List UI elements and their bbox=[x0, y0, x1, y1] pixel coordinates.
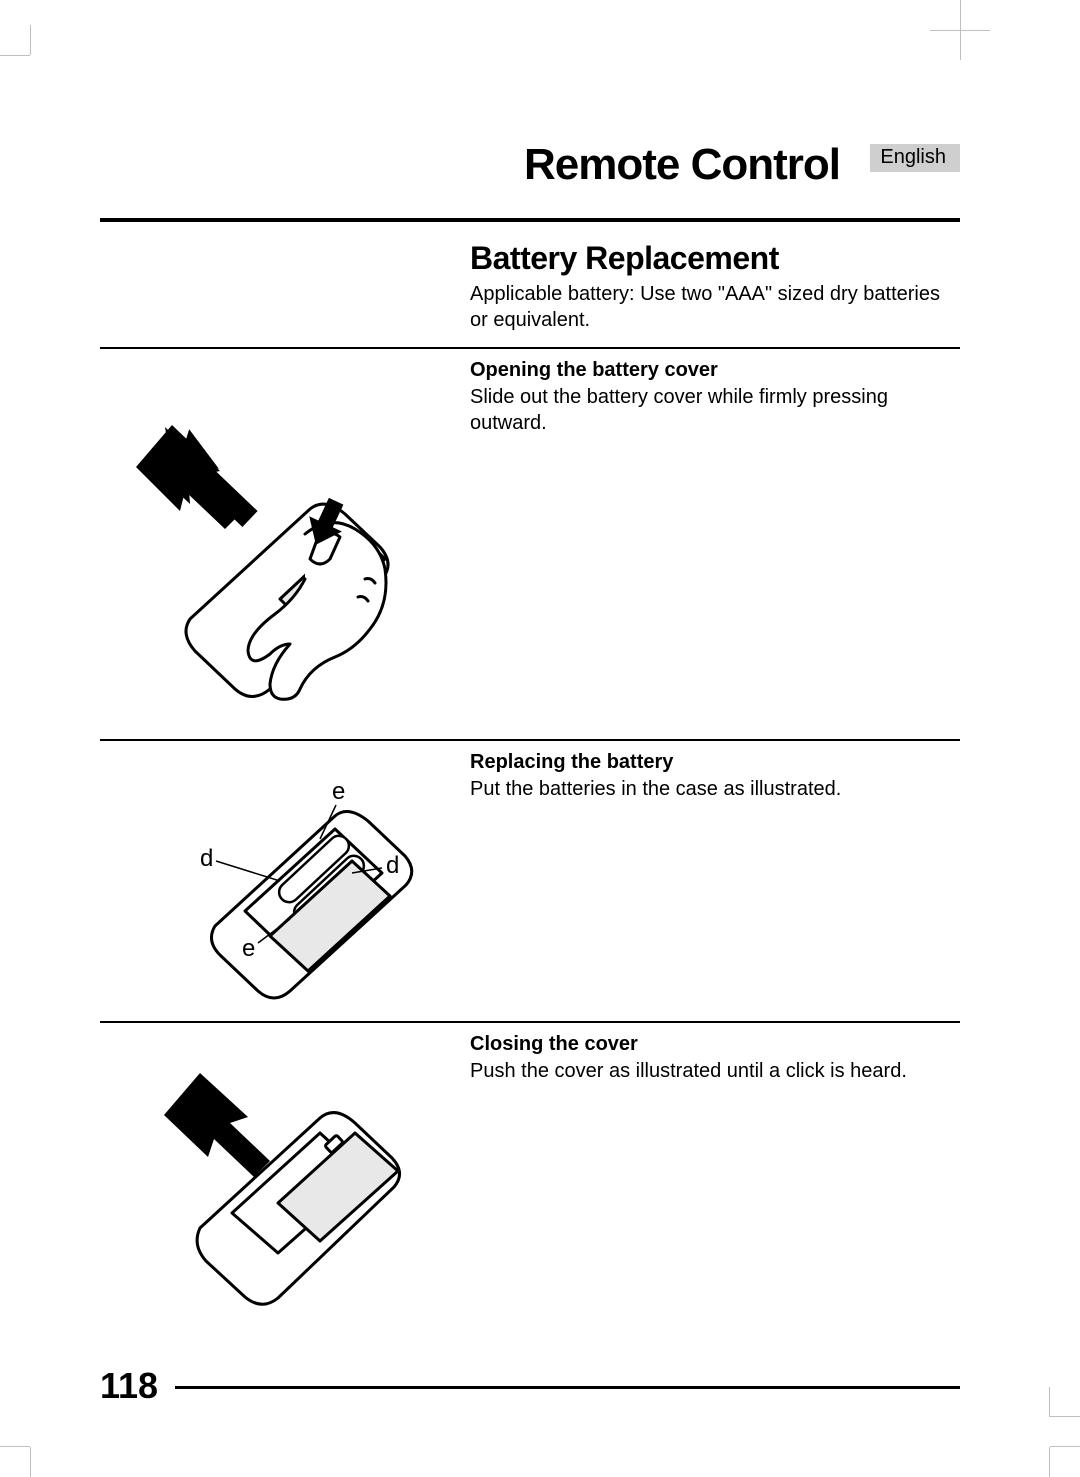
page-number: 118 bbox=[100, 1365, 158, 1407]
callout-label: e bbox=[332, 778, 345, 805]
step-body: Push the cover as illustrated until a cl… bbox=[470, 1058, 960, 1084]
divider bbox=[100, 347, 960, 349]
step-heading: Opening the battery cover bbox=[470, 359, 960, 382]
step-heading: Replacing the battery bbox=[470, 751, 960, 774]
page-content: English Remote Control Battery Replaceme… bbox=[100, 140, 960, 1313]
step-replacing-battery: e d d e Replacing the battery Put the ba… bbox=[100, 751, 960, 1021]
illustration-opening-cover bbox=[100, 419, 460, 709]
section-intro-text: Applicable battery: Use two "AAA" sized … bbox=[470, 281, 960, 333]
illustration-closing-cover bbox=[100, 1053, 460, 1313]
step-text: Closing the cover Push the cover as illu… bbox=[470, 1033, 960, 1084]
crop-mark bbox=[0, 1407, 40, 1447]
step-text: Replacing the battery Put the batteries … bbox=[470, 751, 960, 802]
illustration-replacing-battery: e d d e bbox=[100, 761, 460, 1011]
step-closing-cover: Closing the cover Push the cover as illu… bbox=[100, 1033, 960, 1313]
step-opening-cover: Opening the battery cover Slide out the … bbox=[100, 359, 960, 739]
divider bbox=[100, 739, 960, 741]
language-badge: English bbox=[870, 144, 960, 172]
callout-label: e bbox=[242, 935, 255, 962]
divider bbox=[100, 1021, 960, 1023]
callout-label: d bbox=[386, 852, 399, 879]
crop-mark bbox=[960, 30, 1000, 70]
section-intro: Battery Replacement Applicable battery: … bbox=[470, 240, 960, 333]
divider bbox=[100, 218, 960, 222]
step-body: Slide out the battery cover while firmly… bbox=[470, 384, 960, 436]
crop-mark bbox=[930, 30, 970, 70]
page-title: Remote Control bbox=[100, 140, 960, 190]
step-body: Put the batteries in the case as illustr… bbox=[470, 776, 960, 802]
callout-label: d bbox=[200, 845, 213, 872]
page-header: English Remote Control bbox=[100, 140, 960, 190]
footer-rule bbox=[175, 1386, 960, 1389]
crop-mark bbox=[1040, 1377, 1080, 1417]
crop-mark bbox=[1010, 1407, 1050, 1447]
step-text: Opening the battery cover Slide out the … bbox=[470, 359, 960, 436]
section-subtitle: Battery Replacement bbox=[470, 240, 960, 277]
step-heading: Closing the cover bbox=[470, 1033, 960, 1056]
crop-mark bbox=[0, 55, 40, 95]
